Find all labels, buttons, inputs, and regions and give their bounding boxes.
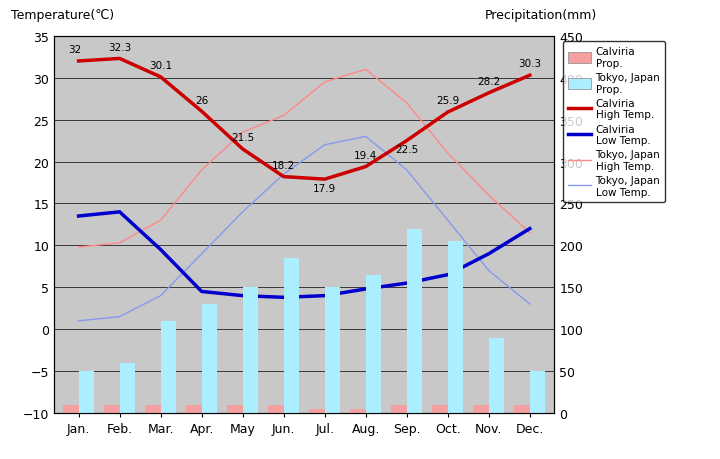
- Bar: [63, 405, 78, 413]
- Bar: [186, 405, 202, 413]
- Text: 17.9: 17.9: [313, 183, 336, 193]
- Text: 28.2: 28.2: [477, 77, 500, 87]
- Text: 30.3: 30.3: [518, 59, 541, 69]
- Text: 18.2: 18.2: [272, 161, 295, 171]
- Bar: [473, 405, 489, 413]
- Text: 22.5: 22.5: [395, 145, 418, 155]
- Bar: [161, 321, 176, 413]
- Bar: [514, 405, 530, 413]
- Text: 30.1: 30.1: [149, 61, 172, 71]
- Bar: [391, 405, 407, 413]
- Bar: [243, 288, 258, 413]
- Bar: [268, 405, 284, 413]
- Bar: [284, 258, 300, 413]
- Bar: [489, 338, 505, 413]
- Bar: [309, 409, 325, 413]
- Bar: [104, 405, 120, 413]
- Text: 26: 26: [195, 95, 208, 105]
- Text: 32.3: 32.3: [108, 43, 131, 53]
- Bar: [120, 363, 135, 413]
- Bar: [407, 229, 423, 413]
- Text: 32: 32: [68, 45, 81, 55]
- Text: Temperature(℃): Temperature(℃): [12, 9, 114, 22]
- Bar: [448, 241, 464, 413]
- Text: 25.9: 25.9: [436, 96, 459, 106]
- Bar: [366, 275, 382, 413]
- Text: 19.4: 19.4: [354, 151, 377, 161]
- Bar: [227, 405, 243, 413]
- Bar: [145, 405, 161, 413]
- Legend: Calviria
Prop., Tokyo, Japan
Prop., Calviria
High Temp., Calviria
Low Temp., Tok: Calviria Prop., Tokyo, Japan Prop., Calv…: [563, 42, 665, 202]
- Bar: [350, 409, 366, 413]
- Bar: [325, 288, 341, 413]
- Bar: [202, 304, 217, 413]
- Bar: [432, 405, 448, 413]
- Bar: [78, 371, 94, 413]
- Text: 21.5: 21.5: [231, 133, 254, 143]
- Bar: [530, 371, 545, 413]
- Text: Precipitation(mm): Precipitation(mm): [485, 9, 597, 22]
